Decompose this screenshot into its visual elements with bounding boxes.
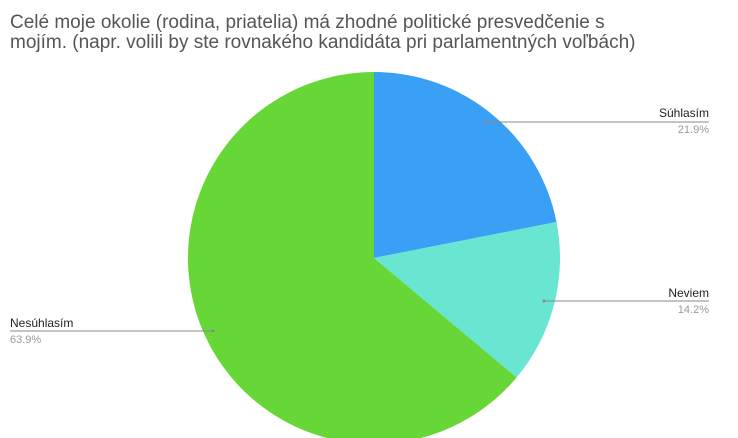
- chart-title-line-1: Celé moje okolie (rodina, priatelia) má …: [10, 12, 605, 33]
- slice-label-nesuhlasim: Nesúhlasím: [10, 316, 73, 330]
- chart-title-line-2: mojím. (napr. volili by ste rovnakého ka…: [10, 32, 636, 53]
- leader-dot-suhlasim: [484, 120, 488, 124]
- slice-value-suhlasim: 21.9%: [678, 124, 709, 136]
- slice-value-nesuhlasim: 63.9%: [10, 334, 41, 346]
- slice-value-neviem: 14.2%: [678, 304, 709, 316]
- pie-slice-nesuhlasim: [188, 72, 517, 438]
- pie-slice-suhlasim: [374, 72, 557, 258]
- slice-label-neviem: Neviem: [668, 286, 709, 300]
- slice-label-suhlasim: Súhlasím: [659, 106, 709, 120]
- leader-dot-neviem: [542, 299, 546, 303]
- pie-slice-neviem: [374, 222, 560, 378]
- chart-title: Celé moje okolie (rodina, priatelia) má …: [10, 13, 730, 53]
- leader-dot-nesuhlasim: [211, 329, 215, 333]
